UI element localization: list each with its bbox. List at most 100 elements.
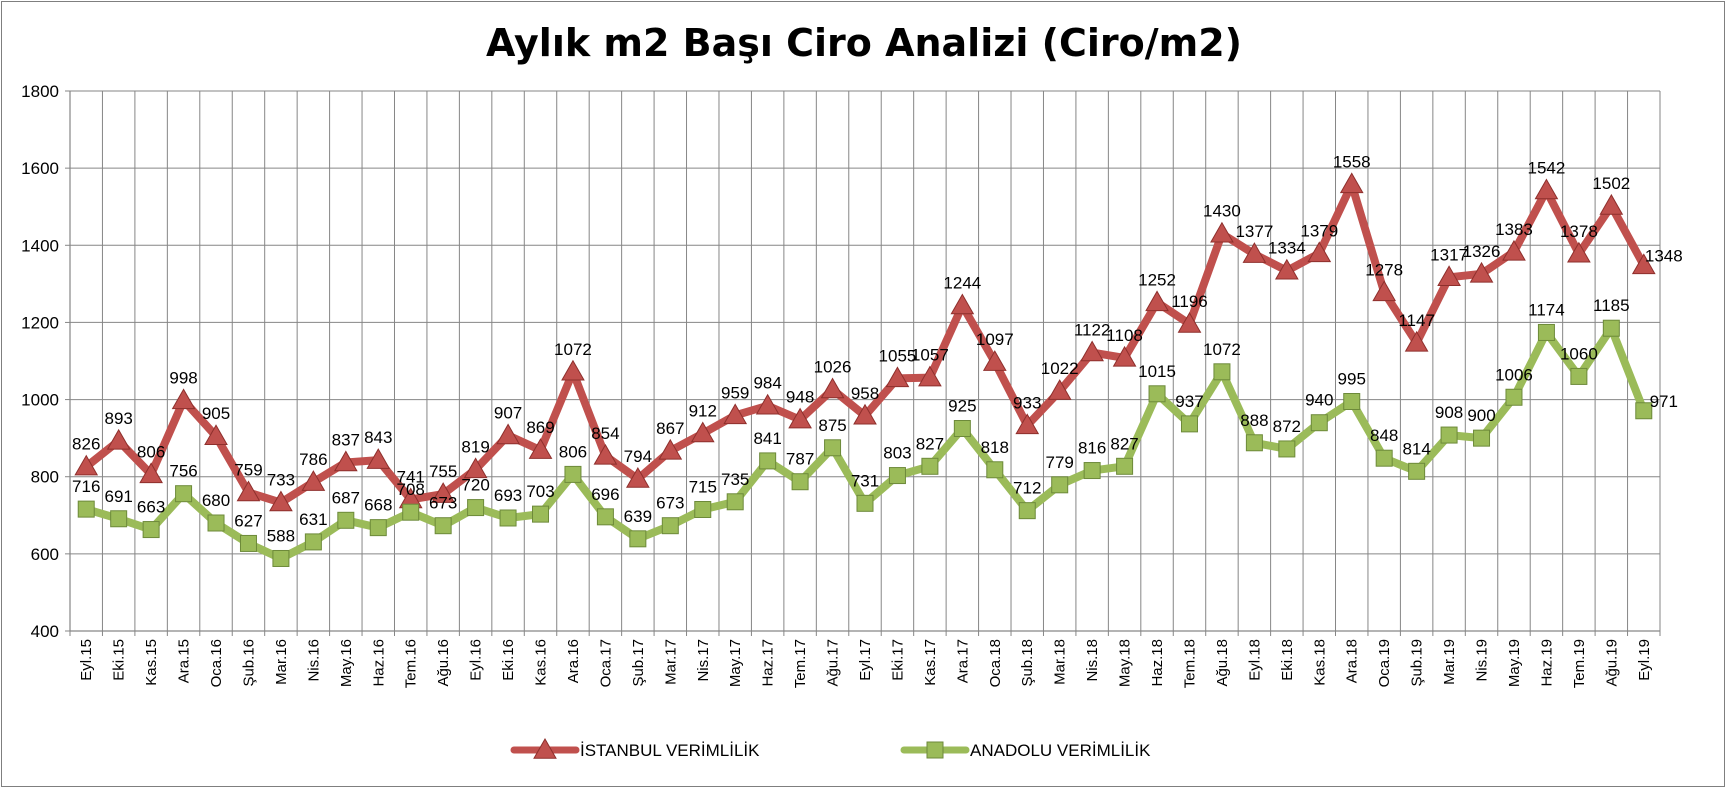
data-point-istanbul: [853, 403, 877, 425]
x-tick-label: Ağu.18: [1214, 639, 1231, 687]
data-label-istanbul: 1244: [943, 273, 981, 292]
data-label-anadolu: 673: [656, 494, 684, 513]
data-point-anadolu: [1018, 502, 1036, 520]
data-label-istanbul: 1317: [1430, 245, 1468, 264]
x-tick-label: Tem.17: [792, 639, 809, 688]
data-label-anadolu: 803: [883, 444, 911, 463]
data-point-istanbul: [593, 443, 618, 465]
data-label-anadolu: 639: [624, 507, 652, 526]
data-point-istanbul: [1534, 178, 1559, 200]
data-label-istanbul: 1055: [879, 346, 917, 365]
data-point-istanbul: [333, 450, 358, 472]
x-tick-label: Eki.18: [1279, 639, 1296, 681]
data-point-anadolu: [1602, 319, 1620, 337]
x-tick-label: Oca.16: [208, 639, 225, 687]
x-tick-label: Tem.18: [1181, 639, 1198, 688]
legend-label-anadolu: ANADOLU VERİMLİLİK: [970, 741, 1151, 760]
data-point-anadolu: [467, 499, 485, 517]
x-tick-label: Şub.17: [630, 639, 647, 687]
data-label-anadolu: 715: [689, 478, 717, 497]
data-label-anadolu: 971: [1650, 392, 1678, 411]
data-point-anadolu: [304, 533, 322, 551]
data-point-istanbul: [139, 462, 163, 484]
x-tick-label: Kas.15: [143, 639, 160, 686]
data-point-anadolu: [921, 457, 939, 475]
x-tick-label: Ara.18: [1344, 639, 1361, 683]
data-point-istanbul: [301, 470, 326, 491]
data-label-istanbul: 786: [299, 450, 327, 469]
data-point-anadolu: [142, 521, 160, 539]
x-tick-label: Kas.18: [1311, 639, 1328, 686]
data-point-istanbul: [269, 490, 293, 512]
data-point-istanbul: [236, 480, 261, 502]
x-tick-label: Kas.17: [922, 639, 939, 686]
data-label-istanbul: 1378: [1560, 222, 1598, 241]
data-label-istanbul: 1348: [1645, 246, 1683, 265]
data-point-istanbul: [950, 293, 975, 315]
data-point-istanbul: [690, 421, 715, 443]
data-label-istanbul: 1383: [1495, 220, 1533, 239]
data-label-istanbul: 1252: [1138, 270, 1176, 289]
data-point-istanbul: [1631, 253, 1656, 275]
data-point-anadolu: [1570, 367, 1588, 385]
data-label-istanbul: 843: [364, 428, 392, 447]
data-label-anadolu: 735: [721, 470, 749, 489]
data-point-istanbul: [496, 423, 520, 445]
data-label-anadolu: 668: [364, 496, 392, 515]
data-point-anadolu: [239, 534, 257, 552]
data-label-istanbul: 1326: [1463, 242, 1501, 261]
data-label-anadolu: 827: [1110, 434, 1138, 453]
data-label-istanbul: 1558: [1333, 152, 1371, 171]
x-tick-label: Mar.19: [1441, 639, 1458, 685]
data-point-anadolu: [596, 508, 614, 526]
data-point-istanbul: [1502, 239, 1526, 261]
data-label-istanbul: 1097: [976, 330, 1014, 349]
data-point-istanbul: [171, 388, 196, 410]
chart-title: Aylık m2 Başı Ciro Analizi (Ciro/m2): [486, 21, 1242, 65]
legend-marker-istanbul: [533, 737, 557, 759]
data-point-istanbul: [1242, 242, 1267, 263]
data-label-anadolu: 841: [753, 429, 781, 448]
data-point-anadolu: [1440, 426, 1458, 444]
x-tick-label: Eyl.18: [1246, 639, 1263, 681]
data-label-istanbul: 837: [332, 430, 360, 449]
x-tick-label: Nis.16: [305, 639, 322, 682]
x-tick-label: Nis.17: [695, 639, 712, 682]
data-point-anadolu: [759, 452, 777, 470]
x-axis-ticks: Eyl.15 Eki.15 Kas.15 Ara.15 Oca.16 Şub.16 Mar.…: [69, 631, 1661, 688]
data-label-istanbul: 1379: [1300, 221, 1338, 240]
y-tick-label: 400: [31, 622, 59, 641]
x-tick-label: Şub.19: [1409, 639, 1426, 687]
data-label-istanbul: 1502: [1592, 174, 1630, 193]
data-label-anadolu: 787: [786, 450, 814, 469]
x-tick-label: Mar.17: [662, 639, 679, 685]
data-point-istanbul: [1112, 345, 1137, 367]
data-point-anadolu: [1635, 402, 1653, 420]
data-point-anadolu: [77, 500, 95, 518]
data-label-anadolu: 1185: [1593, 296, 1630, 315]
data-point-anadolu: [564, 465, 582, 483]
x-tick-label: Mar.16: [273, 639, 290, 685]
data-point-anadolu: [1278, 440, 1296, 458]
data-label-anadolu: 1006: [1495, 365, 1533, 384]
data-point-istanbul: [918, 365, 942, 387]
data-point-istanbul: [528, 438, 553, 459]
x-tick-label: Ara.15: [176, 639, 193, 683]
y-tick-label: 1000: [21, 391, 59, 410]
x-tick-label: Eki.16: [500, 639, 517, 681]
data-label-anadolu: 703: [526, 482, 554, 501]
x-tick-label: Ağu.16: [435, 639, 452, 687]
data-label-istanbul: 1377: [1235, 222, 1273, 241]
x-tick-label: Eyl.16: [468, 639, 485, 681]
data-label-istanbul: 1057: [911, 346, 949, 365]
y-axis-ticks: 400 600 800 1000 1200 1400 1600 1800: [21, 82, 70, 641]
data-label-anadolu: 908: [1435, 403, 1463, 422]
data-point-anadolu: [369, 519, 387, 537]
data-label-istanbul: 959: [721, 383, 749, 402]
y-tick-label: 600: [31, 545, 59, 564]
data-label-istanbul: 1022: [1041, 359, 1079, 378]
data-point-istanbul: [1469, 261, 1494, 283]
data-label-anadolu: 716: [72, 477, 100, 496]
x-tick-label: Kas.16: [533, 639, 550, 686]
